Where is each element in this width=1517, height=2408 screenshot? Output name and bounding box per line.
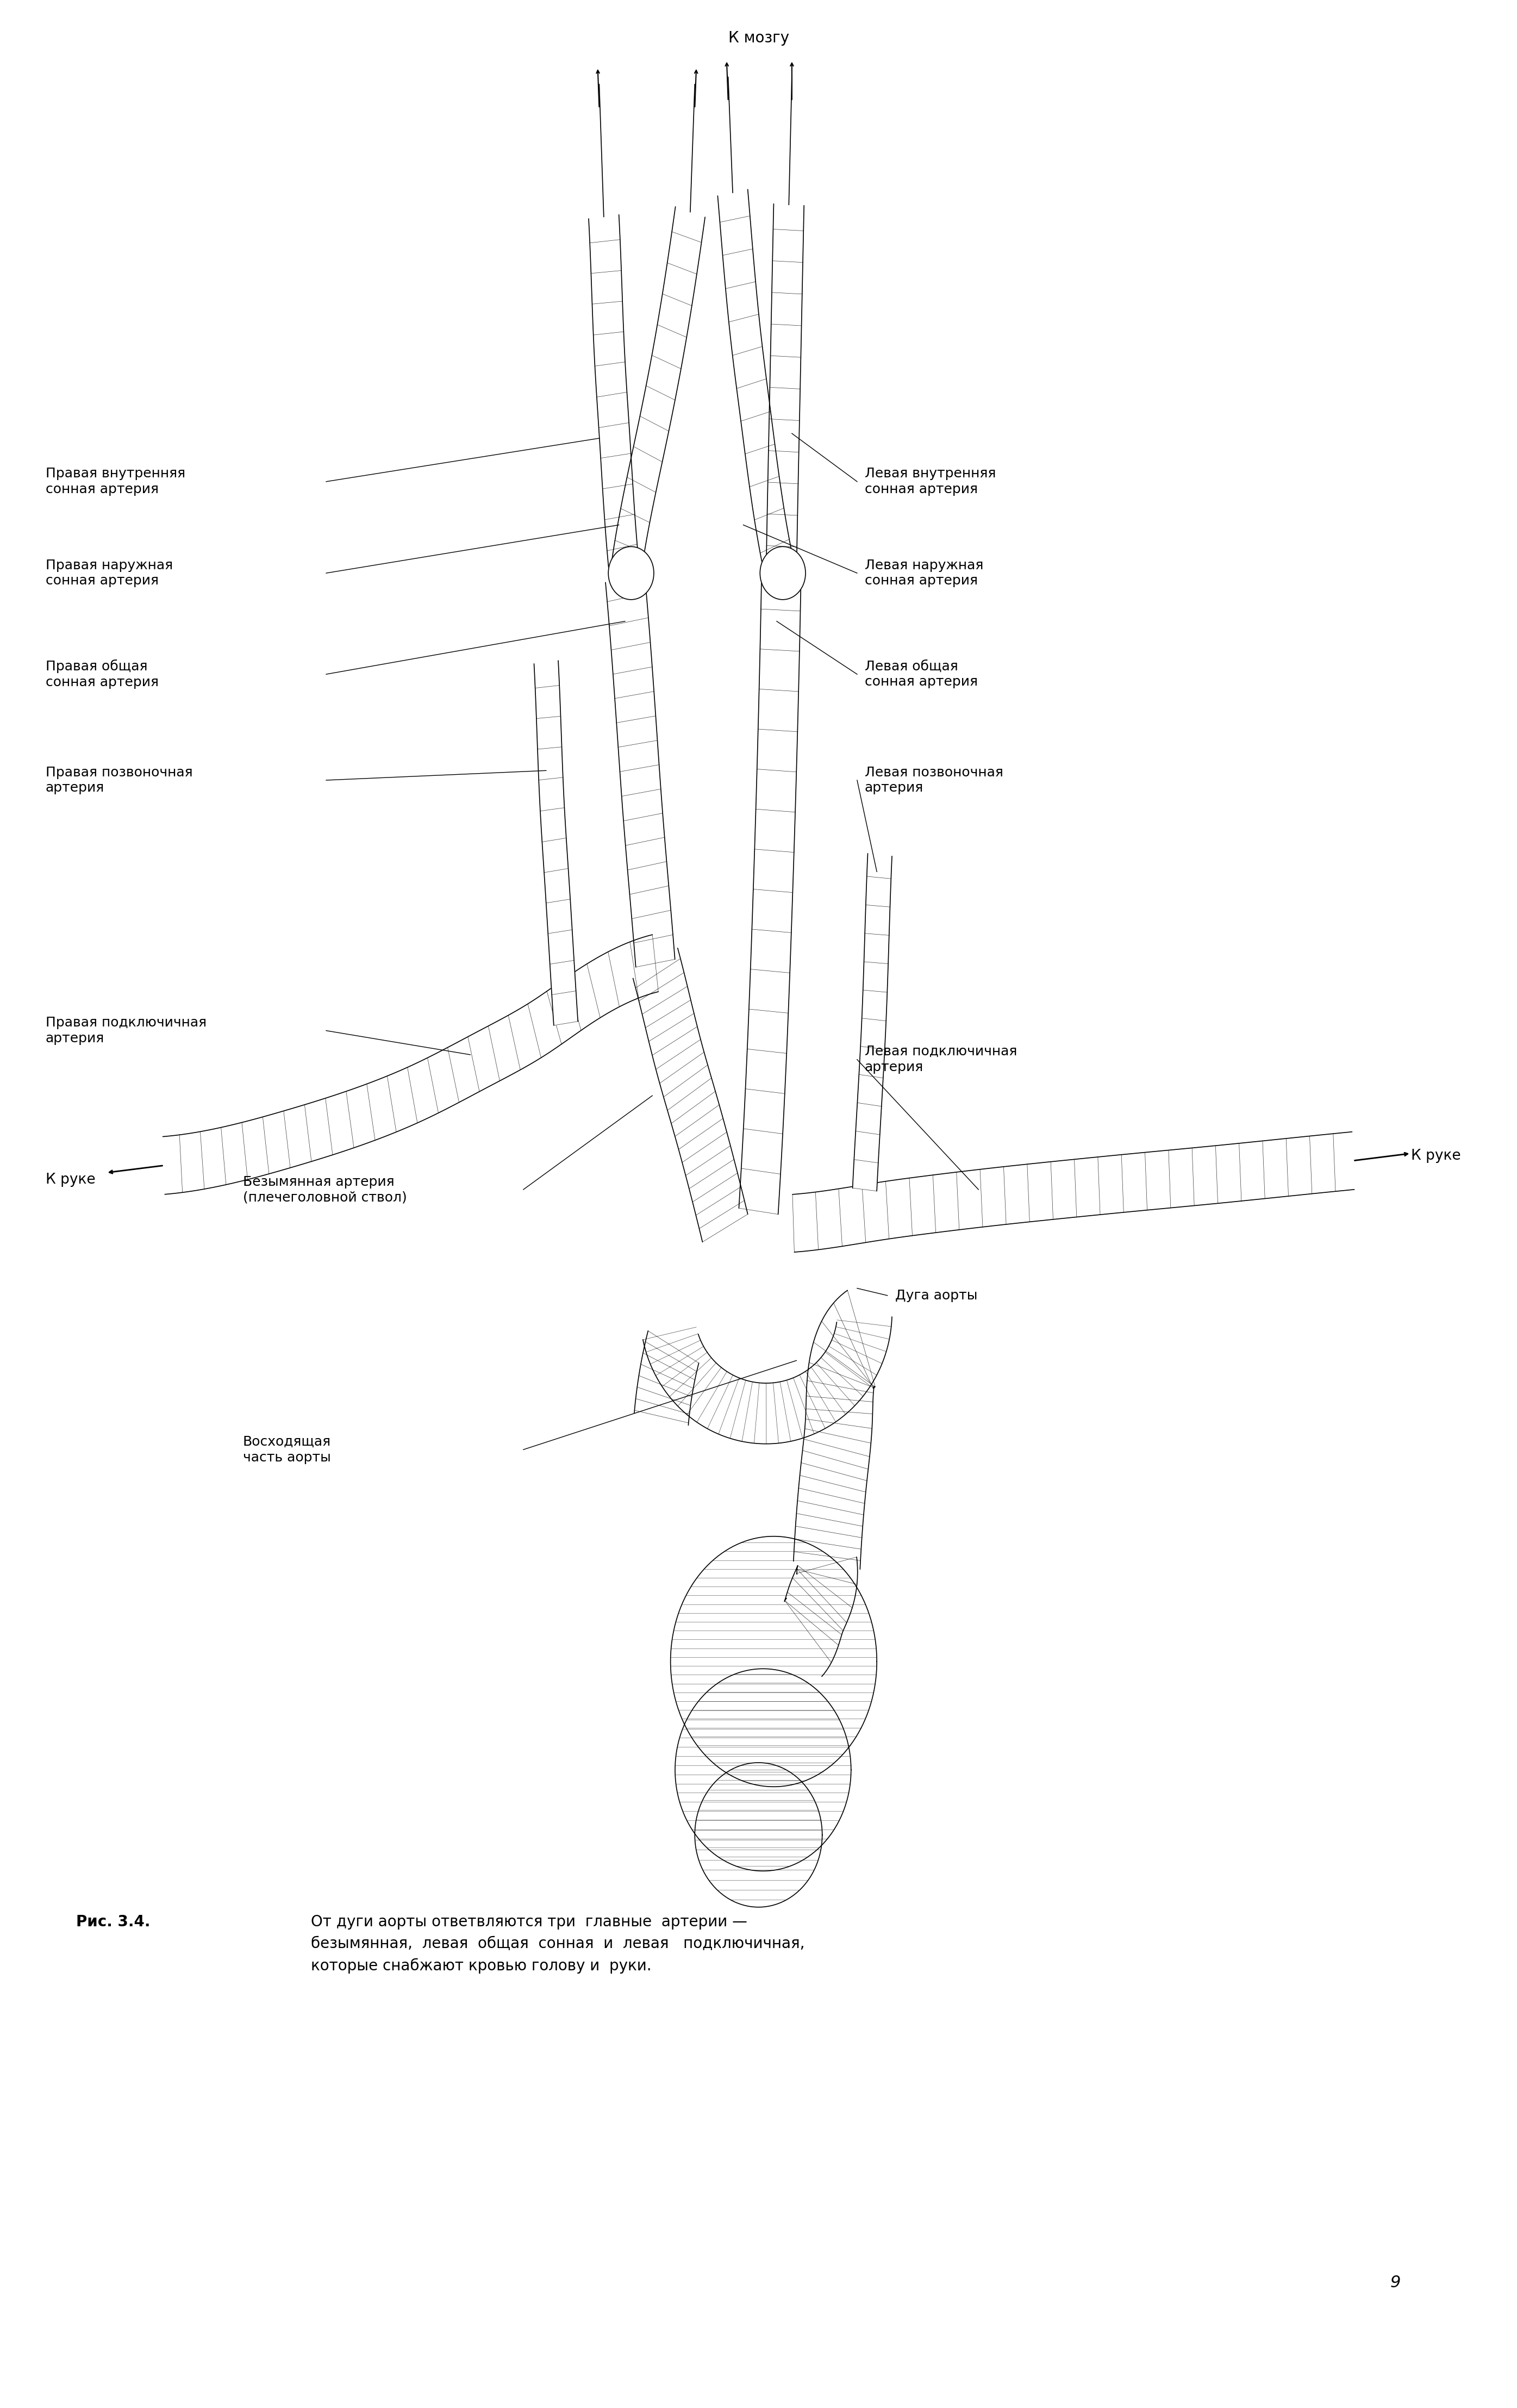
Text: К мозгу: К мозгу [728,31,789,46]
Polygon shape [675,1669,851,1871]
Text: Правая наружная
сонная артерия: Правая наружная сонная артерия [46,559,173,588]
Polygon shape [793,1291,875,1570]
Text: Безымянная артерия
(плечеголовной ствол): Безымянная артерия (плечеголовной ствол) [243,1175,407,1204]
Text: Рис. 3.4.: Рис. 3.4. [76,1914,150,1929]
Text: Дуга аорты: Дуга аорты [895,1288,977,1303]
Polygon shape [633,949,748,1243]
Text: Левая внутренняя
сонная артерия: Левая внутренняя сонная артерия [865,467,995,496]
Polygon shape [671,1536,877,1787]
Polygon shape [634,1332,699,1426]
Text: Правая внутренняя
сонная артерия: Правая внутренняя сонная артерия [46,467,185,496]
Text: Левая подключичная
артерия: Левая подключичная артерия [865,1045,1016,1074]
Text: Левая общая
сонная артерия: Левая общая сонная артерия [865,660,978,689]
Ellipse shape [608,547,654,600]
Text: К руке: К руке [1411,1149,1461,1163]
Polygon shape [784,1558,857,1676]
Polygon shape [792,1132,1355,1252]
Text: Левая наружная
сонная артерия: Левая наружная сонная артерия [865,559,983,588]
Text: К руке: К руке [46,1173,96,1187]
Text: От дуги аорты ответвляются три  главные  артерии —
безымянная,  левая  общая  со: От дуги аорты ответвляются три главные а… [311,1914,806,1975]
Polygon shape [534,660,578,1026]
Polygon shape [605,573,675,968]
Polygon shape [695,1763,822,1907]
Polygon shape [162,934,658,1194]
Text: Левая позвоночная
артерия: Левая позвоночная артерия [865,766,1003,795]
Polygon shape [739,578,801,1214]
Text: Правая общая
сонная артерия: Правая общая сонная артерия [46,660,159,689]
Polygon shape [643,1317,892,1445]
Polygon shape [853,852,892,1192]
Text: 9: 9 [1391,2276,1400,2290]
Ellipse shape [760,547,806,600]
Polygon shape [589,214,640,583]
Polygon shape [766,205,804,578]
Text: Правая позвоночная
артерия: Правая позвоночная артерия [46,766,193,795]
Polygon shape [610,207,705,583]
Polygon shape [718,190,795,585]
Text: Восходящая
часть аорты: Восходящая часть аорты [243,1435,331,1464]
Text: Правая подключичная
артерия: Правая подключичная артерия [46,1016,206,1045]
